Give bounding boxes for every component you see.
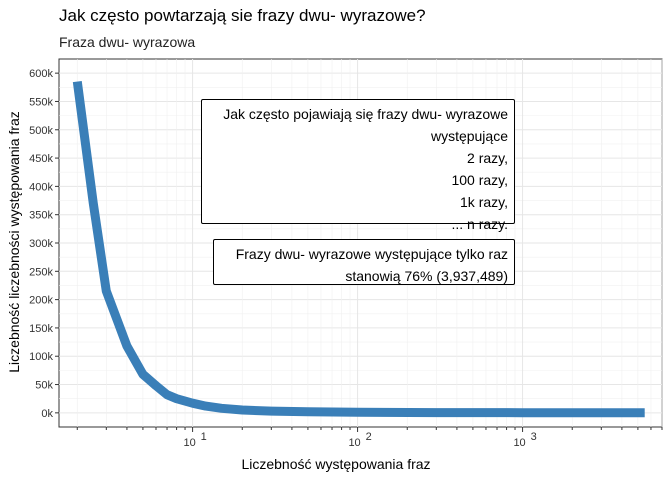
- x-tick-exponent: 1: [201, 431, 207, 443]
- annotation-line: ... n razy.: [451, 216, 508, 232]
- y-tick-label: 0k: [41, 408, 53, 420]
- y-tick-label: 200k: [29, 295, 53, 307]
- y-tick-label: 250k: [29, 266, 53, 278]
- chart-title: Jak często powtarzają sie frazy dwu- wyr…: [59, 6, 426, 25]
- x-tick-exponent: 3: [531, 431, 537, 443]
- x-tick-label: 10: [348, 437, 360, 449]
- annotation-line: Jak często pojawiają się frazy dwu- wyra…: [223, 106, 508, 122]
- series-area: [72, 81, 645, 418]
- x-tick-label: 10: [513, 437, 525, 449]
- annotation-box-singletons: Frazy dwu- wyrazowe występujące tylko ra…: [213, 239, 515, 285]
- annotation-line: występujące: [430, 128, 508, 144]
- y-tick-label: 500k: [29, 125, 53, 137]
- y-tick-label: 550k: [29, 96, 53, 108]
- x-axis: 10 1 10 2 10 3: [76, 427, 663, 449]
- y-tick-label: 350k: [29, 210, 53, 222]
- y-axis-label: Liczebność liczebności występowania fraz: [6, 111, 22, 373]
- y-tick-label: 150k: [29, 323, 53, 335]
- y-tick-label: 50k: [35, 380, 53, 392]
- y-tick-label: 600k: [29, 68, 53, 80]
- y-tick-label: 450k: [29, 153, 53, 165]
- annotation-line: Frazy dwu- wyrazowe występujące tylko ra…: [235, 246, 508, 262]
- x-tick-exponent: 2: [366, 431, 372, 443]
- y-axis: 0k 50k 100k 150k 200k 250k 300k 350k 400k 450k 500…: [29, 68, 59, 420]
- y-tick-label: 400k: [29, 181, 53, 193]
- annotation-line: stanowią 76% (3,937,489): [345, 268, 508, 284]
- annotation-line: 100 razy,: [451, 172, 508, 188]
- annotation-line: 2 razy,: [467, 150, 508, 166]
- chart-subtitle: Fraza dwu- wyrazowa: [59, 34, 196, 50]
- x-axis-label: Liczebność występowania fraz: [241, 456, 431, 472]
- annotation-box-frequency: Jak często pojawiają się frazy dwu- wyra…: [201, 99, 515, 232]
- annotation-line: 1k razy,: [460, 194, 508, 210]
- x-tick-label: 10: [183, 437, 195, 449]
- y-tick-label: 300k: [29, 238, 53, 250]
- y-tick-label: 100k: [29, 351, 53, 363]
